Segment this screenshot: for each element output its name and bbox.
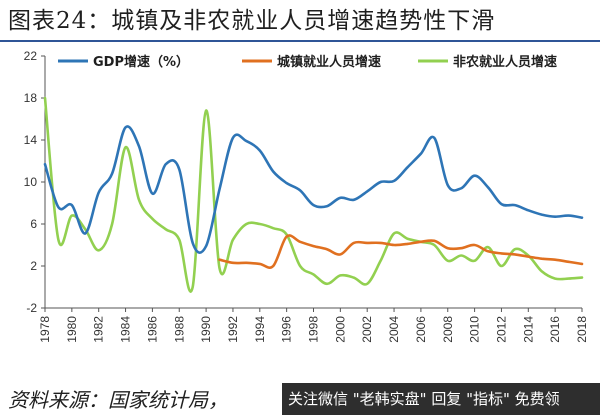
x-tick-label: 2004 [387,316,401,343]
x-tick-label: 2014 [521,316,535,343]
x-tick-label: 2018 [575,316,589,343]
series-line-0 [43,125,584,254]
x-tick-label: 1986 [145,316,159,343]
x-tick-label: 1990 [199,316,213,343]
series-lines [43,96,584,293]
x-tick-label: 2012 [494,316,508,343]
x-tick-label: 1996 [280,316,294,343]
y-tick-label: 18 [24,91,38,105]
chart-title: 图表24：城镇及非农就业人员增速趋势性下滑 [8,8,496,34]
watermark-banner: 关注微信 "老韩实盘" 回复 "指标" 免费领 [282,383,600,415]
x-tick-labels: 1978 1980 1982 1984 1986 1988 1990 1992 1994 1996… [38,316,589,343]
y-tick-label: 6 [30,217,37,231]
x-tick-label: 2008 [441,316,455,343]
legend-label: 城镇就业人员增速 [277,54,381,70]
series-line-2 [43,96,584,293]
source-note: 资料来源：国家统计局， [8,388,228,412]
x-tick-label: 2002 [360,316,374,343]
x-tick-label: 1982 [92,316,106,343]
title-rule [0,40,600,42]
y-tick-labels: -2 2 6 10 14 18 22 [24,49,38,315]
y-tick-label: 10 [24,175,38,189]
y-tick-label: 2 [30,259,37,273]
legend: GDP增速（%） 城镇就业人员增速 非农就业人员增速 [58,54,557,70]
series-line-1 [218,234,584,269]
x-tick-label: 1978 [38,316,52,343]
line-chart: -2 2 6 10 14 18 22 1978 1980 1982 1984 1986 1988 199… [24,49,589,343]
x-tick-label: 2010 [468,316,482,343]
x-tick-label: 1988 [172,316,186,343]
x-tick-label: 1998 [307,316,321,343]
x-tick-label: 2000 [333,316,347,343]
x-tick-label: 1994 [253,316,267,343]
x-tick-label: 1980 [65,316,79,343]
x-tick-label: 1984 [119,316,133,343]
y-tick-label: 22 [24,49,38,63]
legend-label: 非农就业人员增速 [453,54,557,70]
x-tick-label: 1992 [226,316,240,343]
y-tick-label: -2 [26,301,37,315]
legend-label: GDP增速（%） [93,54,189,70]
x-tick-label: 2016 [548,316,562,343]
y-tick-label: 14 [24,133,38,147]
x-tick-label: 2006 [414,316,428,343]
